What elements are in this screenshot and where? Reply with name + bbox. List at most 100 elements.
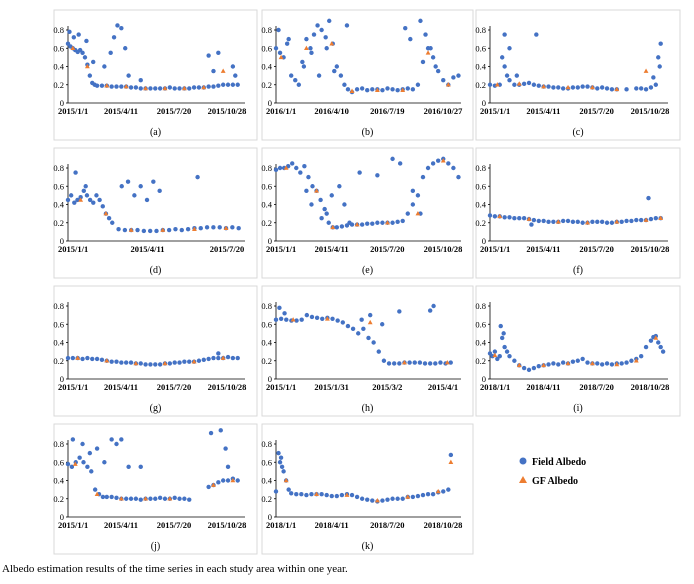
field-albedo-point (125, 179, 131, 184)
field-albedo-point (339, 224, 345, 229)
y-tick-label: 0.4 (261, 338, 272, 348)
field-albedo-point (433, 64, 438, 69)
y-tick-label: 0.8 (261, 439, 272, 449)
field-albedo-point (521, 365, 527, 371)
field-albedo-point (81, 188, 87, 194)
field-albedo-point (609, 220, 615, 225)
field-albedo-point (236, 226, 241, 231)
field-albedo-point (415, 193, 421, 198)
field-albedo-point (339, 492, 345, 498)
field-albedo-point (153, 86, 158, 91)
gf-albedo-point (435, 488, 441, 494)
field-albedo-point (67, 29, 72, 35)
field-albedo-point (390, 156, 395, 162)
panel-a: 0 0.2 0.4 0.6 0.8 2015/1/1 2015/4/11 2015/7/20 2… (53, 9, 258, 141)
gf-albedo-point (329, 41, 335, 46)
field-albedo-point (425, 165, 431, 171)
field-albedo-point (604, 220, 610, 225)
field-albedo-point (408, 36, 413, 42)
field-albedo-point (415, 82, 421, 87)
panel-frame (475, 285, 681, 417)
field-albedo-point (123, 46, 128, 51)
field-albedo-point (609, 362, 615, 367)
field-albedo-point (273, 317, 279, 322)
field-albedo-point (109, 84, 114, 89)
field-albedo-point (211, 68, 216, 74)
field-albedo-point (385, 86, 390, 91)
field-albedo-point (123, 496, 129, 501)
field-albedo-point (651, 75, 656, 80)
field-albedo-point (492, 214, 498, 219)
field-albedo-point (534, 32, 539, 37)
field-albedo-point (276, 27, 281, 33)
field-albedo-point (294, 491, 299, 497)
field-albedo-point (359, 86, 365, 91)
field-albedo-point (425, 491, 431, 497)
field-albedo-point (595, 361, 600, 366)
field-albedo-point (418, 18, 423, 24)
field-albedo-point (526, 80, 532, 86)
gf-albedo-point (516, 362, 522, 368)
field-albedo-point (638, 217, 644, 223)
y-tick-label: 0.8 (53, 301, 64, 311)
field-albedo-point (344, 23, 350, 28)
field-albedo-point (80, 50, 85, 56)
field-albedo-series (65, 351, 240, 367)
field-albedo-point (147, 228, 153, 234)
field-albedo-point (658, 344, 663, 350)
y-tick-label: 0.2 (475, 356, 486, 366)
field-albedo-point (182, 496, 187, 501)
field-albedo-point (167, 85, 173, 90)
field-albedo-point (335, 318, 340, 323)
field-albedo-point (318, 197, 323, 203)
gf-albedo-series (494, 68, 649, 92)
panel-frame (261, 285, 474, 417)
field-albedo-point (71, 35, 77, 40)
field-albedo-point (507, 77, 512, 83)
field-albedo-point (230, 355, 236, 361)
field-albedo-point (536, 218, 541, 224)
panel-c: 0 0.2 0.4 0.6 0.8 2015/1/1 2015/4/11 2015/7/20 2… (475, 9, 681, 141)
field-albedo-point (70, 355, 76, 361)
y-tick-label: 0.8 (475, 163, 486, 173)
field-albedo-point (282, 311, 287, 316)
legend: Field Albedo GF Albedo (519, 457, 586, 487)
y-tick-label: 0.6 (261, 43, 272, 53)
field-albedo-series (273, 18, 461, 95)
gf-albedo-point (324, 316, 330, 321)
field-albedo-point (420, 174, 426, 180)
field-albedo-point (196, 358, 202, 363)
field-albedo-point (216, 50, 221, 56)
field-albedo-point (604, 86, 610, 91)
field-albedo-point (294, 318, 299, 323)
field-albedo-point (304, 492, 309, 498)
field-albedo-point (512, 215, 517, 221)
field-albedo-point (390, 87, 395, 92)
field-albedo-point (102, 64, 107, 69)
field-albedo-point (512, 358, 517, 363)
field-albedo-point (502, 64, 507, 69)
field-albedo-point (97, 197, 102, 203)
field-albedo-point (365, 497, 370, 502)
field-albedo-point (65, 461, 71, 467)
field-albedo-point (324, 211, 329, 216)
field-albedo-point (196, 85, 202, 90)
field-albedo-point (329, 493, 334, 499)
panel-frame (53, 9, 258, 141)
gf-albedo-point (314, 491, 319, 496)
field-albedo-point (517, 215, 522, 221)
panel-frame (261, 147, 474, 279)
field-albedo-point (83, 184, 88, 189)
field-albedo-point (660, 349, 666, 354)
field-albedo-point (490, 353, 495, 359)
gf-albedo-point (84, 63, 90, 69)
x-tick-label: 2016/1/1 (266, 106, 296, 116)
field-albedo-point (87, 450, 93, 456)
panel-k: 0 0.2 0.4 0.6 0.8 2018/1/1 2018/4/11 2018/7/20 2… (261, 423, 474, 555)
gf-albedo-point (614, 219, 620, 224)
gf-albedo-point (220, 355, 226, 360)
field-albedo-point (87, 73, 93, 78)
field-albedo-point (80, 356, 85, 362)
field-albedo-point (315, 23, 320, 28)
field-albedo-point (599, 362, 605, 367)
